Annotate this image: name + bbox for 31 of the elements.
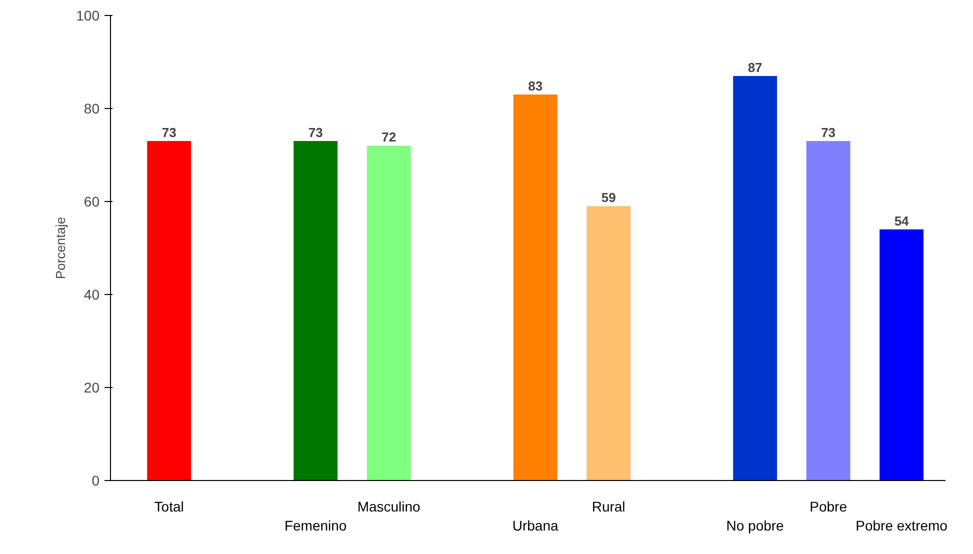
x-tick-label: Rural [592,498,626,514]
data-label: 54 [894,213,910,228]
data-label: 87 [748,60,762,75]
y-tick-label: 20 [84,380,100,396]
x-tick-label: Femenino [284,518,347,534]
bar [586,206,631,480]
x-tick-label: No pobre [726,518,784,534]
data-label: 73 [821,125,836,140]
data-label: 73 [308,125,323,140]
bar [733,76,778,480]
x-tick-label: Pobre [810,498,848,514]
data-label: 72 [382,130,396,145]
bar [366,146,411,480]
y-tick-label: 40 [84,286,100,302]
bar [147,141,192,480]
bar [294,141,338,480]
y-tick-label: 0 [92,472,100,488]
x-tick-label: Masculino [357,498,421,514]
x-tick-label: Pobre extremo [856,518,948,534]
bar [806,141,850,480]
data-label: 83 [528,78,543,94]
data-label: 73 [162,125,176,140]
y-tick-label: 80 [84,100,100,116]
y-tick-label: 100 [76,8,100,24]
bar [880,229,924,480]
bar [513,94,558,480]
y-tick-label: 60 [84,194,100,210]
x-tick-label: Urbana [512,518,558,534]
x-tick-label: Total [154,498,184,514]
y-axis-title: Porcentaje [53,216,68,280]
data-label: 59 [601,190,616,206]
